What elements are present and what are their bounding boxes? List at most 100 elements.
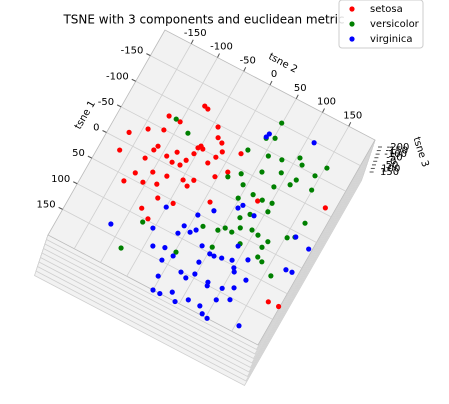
- point: [259, 244, 265, 250]
- point: [225, 169, 231, 175]
- y-tick: [190, 39, 194, 44]
- point: [284, 235, 290, 241]
- point: [172, 298, 178, 305]
- point: [177, 162, 183, 168]
- y-tick-label: 150: [343, 110, 362, 121]
- point: [219, 140, 225, 146]
- z-tick-label: 100: [381, 163, 400, 174]
- z-tick-label: 0: [390, 156, 396, 167]
- point: [204, 315, 210, 321]
- grid-line: [73, 43, 192, 249]
- points: [108, 103, 330, 329]
- point: [193, 227, 199, 233]
- point: [177, 119, 183, 125]
- point: [213, 154, 219, 160]
- legend-marker: [349, 21, 355, 27]
- y-tick: [295, 94, 299, 99]
- point: [117, 147, 123, 153]
- z-tick-label: -200: [387, 142, 410, 153]
- point: [191, 151, 197, 157]
- point: [255, 232, 261, 238]
- point: [187, 229, 193, 235]
- point: [237, 215, 243, 221]
- y-tick: [269, 80, 273, 86]
- point: [311, 140, 317, 146]
- x-tick: [73, 181, 78, 185]
- point: [225, 174, 231, 180]
- point: [243, 277, 249, 283]
- point: [231, 269, 237, 275]
- point: [293, 177, 299, 183]
- x-tick: [58, 206, 63, 210]
- point: [207, 251, 213, 257]
- point: [163, 204, 169, 210]
- z-tick-label: -150: [385, 146, 408, 157]
- point: [265, 239, 271, 245]
- point: [235, 205, 241, 211]
- grid-line: [178, 98, 297, 304]
- point: [205, 160, 211, 166]
- point: [183, 157, 189, 163]
- x-tick-label: 50: [72, 148, 85, 159]
- point: [266, 131, 272, 137]
- point: [255, 254, 261, 260]
- point: [145, 216, 151, 222]
- point: [178, 269, 184, 275]
- z-axis-label: tsne 3: [410, 136, 430, 169]
- point: [268, 273, 274, 279]
- x-tick-label: 0: [93, 123, 99, 134]
- point: [222, 225, 228, 231]
- point: [279, 157, 285, 163]
- y-tick-label: -100: [210, 42, 233, 53]
- point: [209, 244, 215, 250]
- point: [312, 173, 318, 179]
- point: [198, 143, 204, 149]
- point: [174, 149, 180, 155]
- point: [204, 283, 210, 289]
- point: [173, 116, 179, 122]
- point: [231, 285, 237, 291]
- chart-title: TSNE with 3 components and euclidean met…: [62, 13, 344, 27]
- y-tick: [217, 53, 220, 58]
- point: [205, 106, 211, 112]
- point: [140, 219, 146, 225]
- point: [265, 153, 271, 159]
- point: [265, 299, 271, 305]
- point: [237, 225, 243, 231]
- point: [155, 143, 161, 149]
- point: [245, 257, 251, 263]
- point: [192, 271, 198, 277]
- z-tick-label: -100: [384, 149, 407, 160]
- point: [279, 120, 285, 126]
- x-tick-label: -50: [98, 97, 114, 108]
- point: [238, 171, 244, 177]
- point: [121, 178, 127, 184]
- x-tick-label: 150: [37, 199, 56, 210]
- x-tick: [87, 155, 93, 159]
- point: [191, 177, 197, 183]
- point: [151, 147, 157, 153]
- point: [211, 208, 217, 214]
- point: [293, 234, 299, 240]
- point: [118, 245, 124, 251]
- point: [271, 184, 277, 190]
- point: [255, 198, 261, 204]
- point: [269, 200, 275, 206]
- point: [155, 195, 161, 201]
- point: [132, 170, 138, 176]
- point: [324, 165, 330, 171]
- point: [150, 287, 156, 293]
- point: [299, 162, 305, 168]
- z-tick-label: 50: [386, 160, 399, 171]
- point: [236, 323, 242, 329]
- point: [155, 273, 161, 279]
- point: [278, 170, 284, 176]
- point: [184, 183, 190, 189]
- point: [164, 173, 170, 179]
- point: [150, 169, 156, 175]
- point: [309, 187, 315, 193]
- point: [249, 227, 255, 233]
- point: [247, 211, 253, 217]
- x-tick: [131, 78, 136, 82]
